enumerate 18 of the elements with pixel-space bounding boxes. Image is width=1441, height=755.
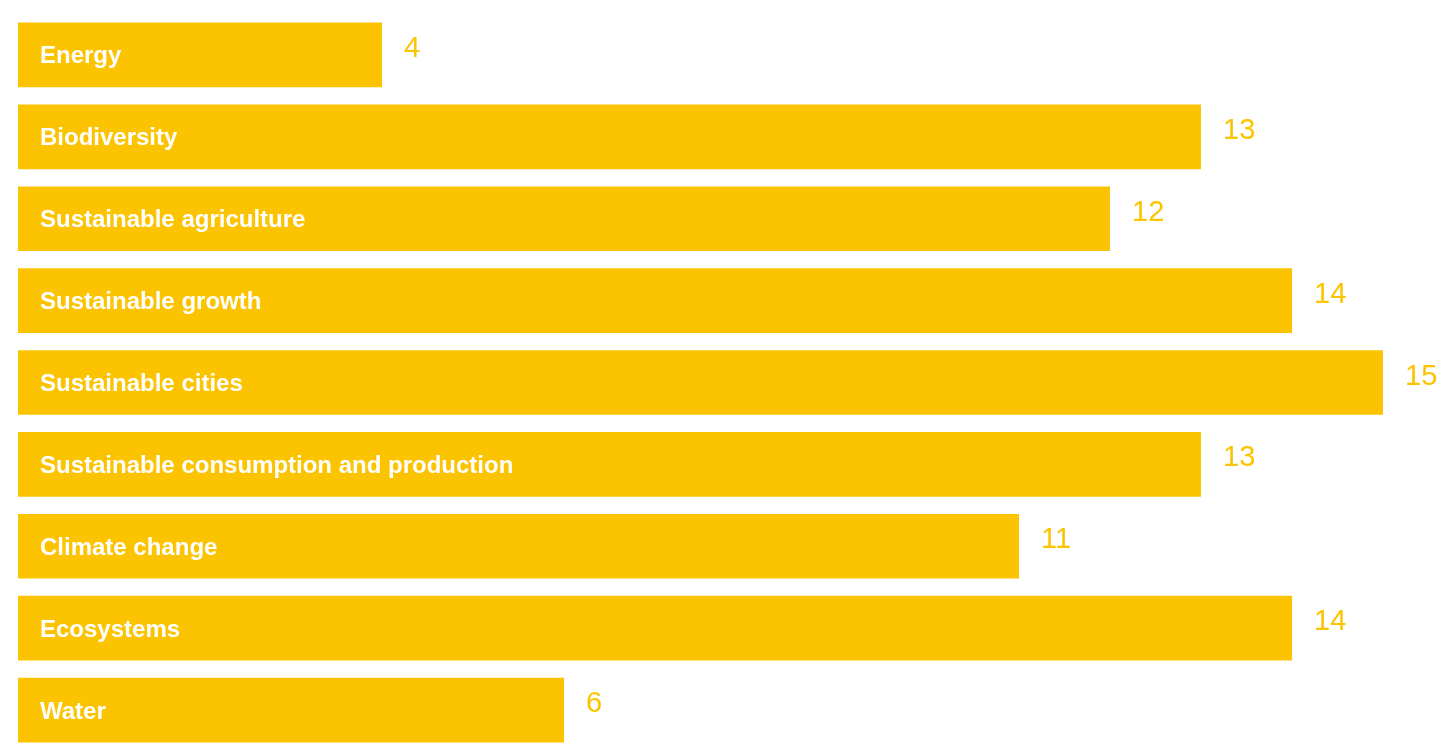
y-tick-label: Sustainable cities [40,369,243,396]
data-label: 14 [1314,276,1347,309]
y-tick-label: Energy [40,41,123,69]
y-tick-label: Sustainable growth [40,287,262,315]
data-label: 12 [1132,194,1165,227]
y-tick-label: Sustainable agriculture [40,205,306,233]
data-label: 14 [1314,604,1347,637]
y-tick-label: Climate change [40,532,218,560]
y-tick-label: Ecosystems [40,614,181,642]
y-tick-label: Water [40,696,106,724]
data-label: 13 [1223,440,1256,473]
y-tick-label: Biodiversity [40,123,179,151]
data-label: 6 [586,686,603,719]
data-label: 4 [404,30,421,63]
y-tick-label: Sustainable consumption and production [40,450,514,478]
data-label: 11 [1041,522,1072,555]
data-label: 15 [1405,358,1438,391]
data-label: 13 [1223,112,1256,145]
